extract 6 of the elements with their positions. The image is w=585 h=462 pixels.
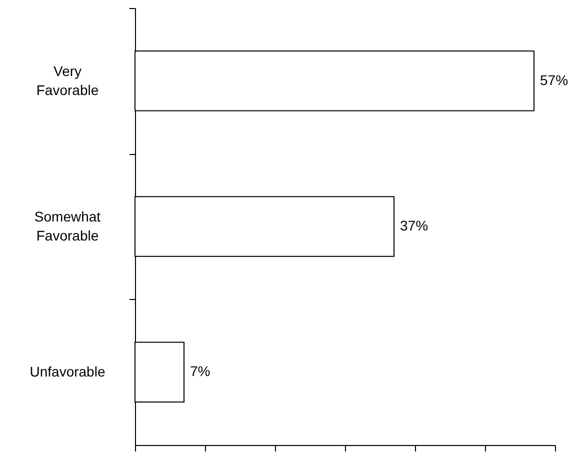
y-tick-label: Unfavorable [30,364,106,380]
y-tick-label: Somewhat Favorable [34,208,101,244]
data-label: 57% [540,72,568,88]
y-tick-label: Very Favorable [36,62,99,98]
data-label: 7% [190,363,210,380]
data-label: 37% [400,218,428,234]
